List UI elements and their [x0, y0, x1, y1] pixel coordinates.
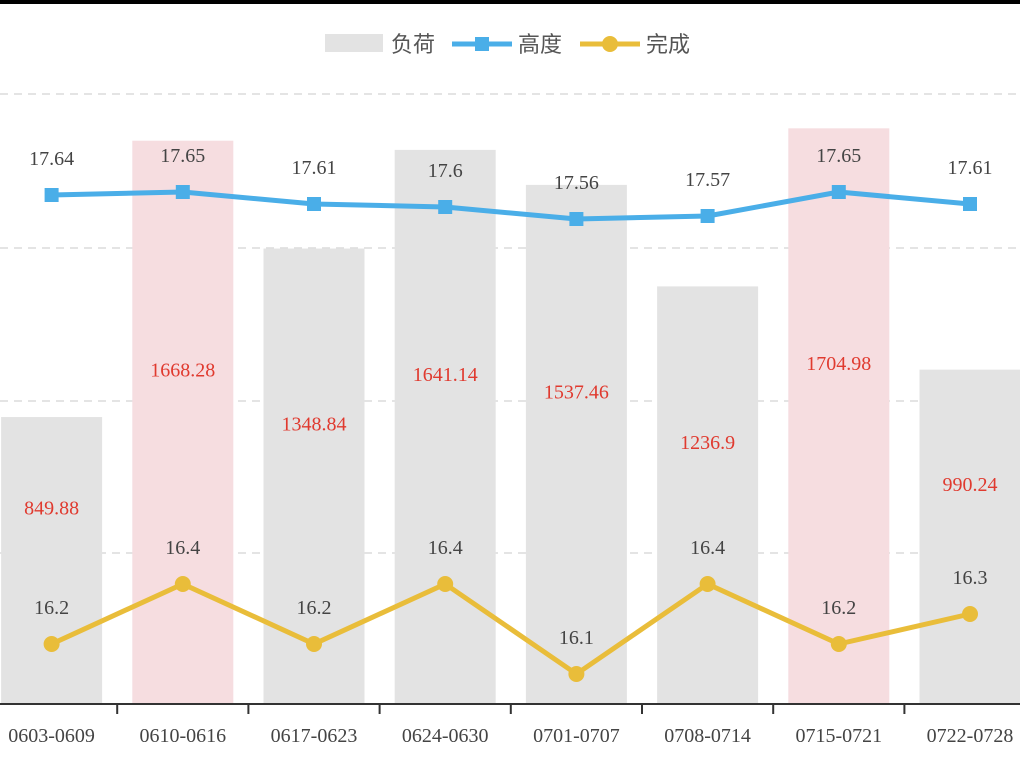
legend-height-marker [475, 37, 489, 51]
bar-0701-0707 [525, 184, 627, 704]
height-value-label-0715-0721: 17.65 [816, 145, 861, 167]
bar-0722-0728 [919, 369, 1020, 704]
height-value-label-0624-0630: 17.6 [428, 160, 463, 182]
bar-value-label-0708-0714: 1236.9 [680, 432, 735, 454]
legend-height-label: 高度 [518, 33, 562, 58]
bar-0708-0714 [657, 286, 759, 704]
height-point-0603-0609 [44, 188, 59, 202]
height-point-0715-0721 [831, 185, 846, 199]
bar-0624-0630 [394, 149, 496, 704]
bar-series [1, 128, 1020, 705]
completion-point-0708-0714 [699, 576, 716, 592]
completion-point-0715-0721 [830, 636, 847, 652]
data-labels: 849.88 1668.28 1348.84 1641.14 1537.46 1236.9… [24, 145, 997, 649]
height-value-label-0610-0616: 17.65 [160, 145, 205, 167]
completion-value-label-0708-0714: 16.4 [690, 537, 725, 559]
x-tick-label-0722-0728: 0722-0728 [927, 725, 1014, 747]
completion-point-0617-0623 [306, 636, 322, 652]
completion-point-0624-0630 [437, 576, 454, 592]
x-tick-label-0610-0616: 0610-0616 [139, 725, 226, 747]
bar-value-label-0722-0728: 990.24 [943, 474, 998, 496]
x-tick-label-0624-0630: 0624-0630 [402, 725, 489, 747]
bar-value-label-0610-0616: 1668.28 [150, 359, 215, 381]
legend-bar-swatch [325, 34, 383, 52]
bar-value-label-0617-0623: 1348.84 [282, 413, 347, 435]
bar-value-label-0715-0721: 1704.98 [806, 353, 871, 375]
completion-point-0610-0616 [174, 576, 191, 592]
completion-value-label-0701-0707: 16.1 [559, 627, 594, 649]
bar-value-label-0624-0630: 1641.14 [413, 364, 478, 386]
line-completion [50, 581, 971, 677]
line-height [51, 189, 971, 222]
bar-0603-0609 [1, 417, 103, 704]
x-axis: 0603-0609 0610-0616 0617-0623 0624-0630 0701… [0, 703, 1020, 747]
bar-value-label-0603-0609: 849.88 [24, 498, 79, 520]
x-tick-label-0603-0609: 0603-0609 [8, 725, 95, 747]
bar-0715-0721 [788, 128, 890, 705]
completion-value-label-0617-0623: 16.2 [297, 597, 332, 619]
legend-completion-marker [602, 36, 618, 52]
legend-bar-label: 负荷 [391, 33, 435, 58]
completion-value-label-0722-0728: 16.3 [953, 567, 988, 589]
height-point-0617-0623 [307, 197, 321, 211]
bar-0617-0623 [263, 248, 365, 704]
height-value-label-0701-0707: 17.56 [554, 172, 599, 194]
x-tick-label-0715-0721: 0715-0721 [795, 725, 882, 747]
line-series [43, 185, 978, 682]
combo-chart: 849.88 1668.28 1348.84 1641.14 1537.46 1236.9… [0, 33, 1020, 747]
completion-value-label-0624-0630: 16.4 [428, 537, 463, 559]
height-value-label-0603-0609: 17.64 [29, 148, 74, 170]
height-value-label-0617-0623: 17.61 [292, 157, 337, 179]
x-tick-label-0708-0714: 0708-0714 [664, 725, 751, 747]
completion-point-0603-0609 [43, 636, 60, 652]
legend-completion-label: 完成 [646, 33, 690, 58]
bar-value-label-0701-0707: 1537.46 [544, 381, 609, 403]
x-tick-label-0701-0707: 0701-0707 [533, 725, 620, 747]
legend: 负荷 高度 完成 [325, 33, 690, 58]
height-point-0722-0728 [963, 197, 977, 211]
x-tick-label-0617-0623: 0617-0623 [271, 725, 358, 747]
height-point-0610-0616 [175, 185, 190, 199]
completion-value-label-0603-0609: 16.2 [34, 597, 69, 619]
height-point-0701-0707 [569, 212, 584, 226]
bar-0610-0616 [132, 140, 234, 705]
completion-value-label-0715-0721: 16.2 [821, 597, 856, 619]
height-value-label-0722-0728: 17.61 [948, 157, 993, 179]
completion-point-0701-0707 [568, 666, 585, 682]
height-point-0624-0630 [438, 200, 453, 214]
completion-value-label-0610-0616: 16.4 [165, 537, 200, 559]
completion-point-0722-0728 [962, 606, 978, 622]
height-point-0708-0714 [700, 209, 715, 223]
height-value-label-0708-0714: 17.57 [685, 169, 730, 191]
